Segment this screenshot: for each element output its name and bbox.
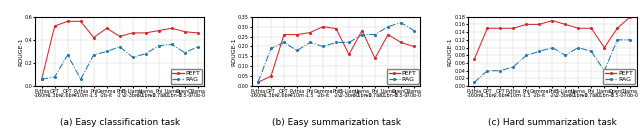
RAG <box>536 51 543 52</box>
PEFT <box>345 54 353 55</box>
PEFT <box>410 46 418 47</box>
RAG <box>116 46 124 48</box>
PEFT <box>77 20 84 22</box>
PEFT <box>588 27 595 29</box>
RAG <box>548 47 556 48</box>
RAG <box>575 47 582 48</box>
RAG <box>345 42 353 43</box>
Line: PEFT: PEFT <box>474 16 631 60</box>
PEFT <box>38 78 45 80</box>
RAG <box>358 34 366 35</box>
PEFT <box>280 34 288 35</box>
RAG <box>600 70 608 72</box>
RAG <box>280 42 288 43</box>
RAG <box>267 48 275 49</box>
PEFT <box>51 25 58 27</box>
PEFT <box>103 27 111 29</box>
Y-axis label: ROUGE-1: ROUGE-1 <box>19 37 23 66</box>
PEFT <box>470 58 478 60</box>
RAG <box>38 78 45 80</box>
RAG <box>129 56 136 58</box>
PEFT <box>168 27 175 29</box>
RAG <box>64 54 72 56</box>
PEFT <box>358 30 366 31</box>
PEFT <box>181 31 189 33</box>
PEFT <box>332 28 340 29</box>
PEFT <box>90 37 97 38</box>
RAG <box>293 50 301 51</box>
Line: PEFT: PEFT <box>257 26 415 83</box>
RAG <box>168 44 175 45</box>
RAG <box>509 66 517 68</box>
PEFT <box>116 36 124 37</box>
Y-axis label: ROUGE-1: ROUGE-1 <box>448 37 452 66</box>
PEFT <box>306 32 314 33</box>
PEFT <box>194 32 202 34</box>
Legend: PEFT, RAG: PEFT, RAG <box>387 69 419 84</box>
RAG <box>103 51 111 52</box>
RAG <box>561 54 569 56</box>
Line: RAG: RAG <box>474 39 631 83</box>
PEFT <box>627 16 634 18</box>
PEFT <box>483 27 491 29</box>
Legend: PEFT, RAG: PEFT, RAG <box>171 69 202 84</box>
PEFT <box>397 42 405 43</box>
PEFT <box>293 34 301 35</box>
RAG <box>397 22 405 23</box>
PEFT <box>614 27 621 29</box>
RAG <box>470 81 478 83</box>
PEFT <box>497 27 504 29</box>
RAG <box>497 70 504 72</box>
RAG <box>254 81 262 83</box>
Legend: PEFT, RAG: PEFT, RAG <box>603 69 635 84</box>
PEFT <box>561 24 569 25</box>
Y-axis label: ROUGE-1: ROUGE-1 <box>232 37 236 66</box>
Line: PEFT: PEFT <box>41 20 198 80</box>
RAG <box>51 76 58 78</box>
RAG <box>384 26 392 27</box>
Line: RAG: RAG <box>41 44 198 80</box>
RAG <box>410 30 418 31</box>
PEFT <box>129 32 136 34</box>
RAG <box>522 54 530 56</box>
PEFT <box>509 27 517 29</box>
RAG <box>371 34 379 35</box>
PEFT <box>575 27 582 29</box>
PEFT <box>155 30 163 31</box>
X-axis label: (a) Easy classification task: (a) Easy classification task <box>60 118 180 127</box>
RAG <box>332 42 340 43</box>
RAG <box>142 53 150 55</box>
PEFT <box>319 26 327 27</box>
RAG <box>627 39 634 41</box>
PEFT <box>548 20 556 21</box>
PEFT <box>254 81 262 83</box>
RAG <box>588 51 595 52</box>
RAG <box>77 78 84 80</box>
PEFT <box>142 32 150 34</box>
RAG <box>155 45 163 46</box>
RAG <box>306 42 314 43</box>
PEFT <box>522 24 530 25</box>
PEFT <box>536 24 543 25</box>
X-axis label: (c) Hard summarization task: (c) Hard summarization task <box>488 118 617 127</box>
PEFT <box>64 20 72 22</box>
RAG <box>90 54 97 56</box>
RAG <box>319 46 327 47</box>
RAG <box>614 39 621 41</box>
PEFT <box>267 75 275 77</box>
RAG <box>194 46 202 48</box>
X-axis label: (b) Easy summarization task: (b) Easy summarization task <box>271 118 401 127</box>
PEFT <box>371 58 379 59</box>
Line: RAG: RAG <box>257 22 415 83</box>
RAG <box>483 70 491 72</box>
PEFT <box>384 34 392 35</box>
RAG <box>181 52 189 53</box>
PEFT <box>600 47 608 48</box>
